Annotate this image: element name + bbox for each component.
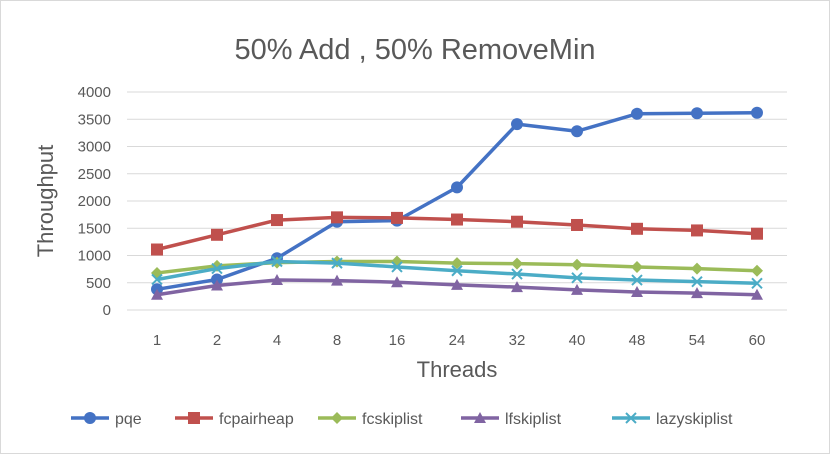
data-point	[451, 213, 463, 226]
data-point	[571, 283, 583, 295]
data-point	[451, 278, 463, 290]
data-point	[511, 281, 523, 293]
data-point	[571, 272, 583, 284]
data-point	[631, 107, 643, 120]
legend-label: lazyskiplist	[656, 411, 733, 428]
data-point	[391, 276, 403, 288]
data-point	[211, 279, 223, 291]
data-point	[391, 211, 403, 224]
data-point	[511, 215, 523, 228]
legend-item-lfskiplist: lfskiplist	[461, 411, 562, 428]
legend-item-lazyskiplist: lazyskiplist	[612, 411, 733, 428]
x-axis-title: Threads	[417, 357, 498, 382]
legend-item-fcskiplist: fcskiplist	[318, 411, 423, 428]
data-point	[271, 255, 283, 268]
data-point	[571, 218, 583, 231]
data-point	[691, 107, 703, 120]
data-point	[511, 118, 523, 131]
y-tick-label: 1500	[78, 220, 111, 237]
data-point	[511, 268, 523, 280]
data-point	[211, 262, 223, 275]
data-point	[151, 273, 163, 286]
y-tick-label: 3500	[78, 111, 111, 128]
x-tick-label: 4	[273, 332, 281, 349]
y-tick-label: 1000	[78, 248, 111, 265]
x-tick-label: 2	[213, 332, 221, 349]
y-tick-label: 4000	[78, 84, 111, 101]
data-point	[691, 224, 703, 237]
legend: pqe fcpairheap fcskiplist lfskiplist lazyski…	[71, 411, 733, 428]
legend-label: fcskiplist	[362, 411, 423, 428]
y-tick-label: 2500	[78, 166, 111, 183]
x-tick-label: 54	[689, 332, 706, 349]
data-point	[691, 262, 703, 275]
data-point	[625, 412, 637, 424]
x-tick-label: 60	[749, 332, 766, 349]
data-point	[751, 277, 763, 290]
chart-title: 50% Add , 50% RemoveMin	[234, 34, 595, 66]
data-point	[451, 265, 463, 277]
data-point	[84, 412, 96, 424]
series-lazyskiplist	[151, 255, 763, 290]
x-tick-label: 32	[509, 332, 526, 349]
data-point	[331, 211, 343, 224]
data-point	[331, 257, 343, 269]
x-tick-label: 1	[153, 332, 161, 349]
x-axis-ticks: 1 2 4 8 16 24 32 40 48 54 60	[153, 332, 766, 349]
y-tick-label: 500	[86, 275, 111, 292]
y-axis-ticks: 0 500 1000 1500 2000 2500 3000 3500 4000	[78, 84, 111, 319]
data-point	[151, 243, 163, 256]
data-point	[474, 412, 486, 423]
data-point	[631, 260, 643, 273]
y-axis-title: Throughput	[33, 145, 58, 258]
data-point	[751, 227, 763, 240]
data-point	[751, 288, 763, 300]
data-point	[751, 264, 763, 277]
data-point	[271, 214, 283, 227]
data-point	[271, 274, 283, 286]
data-point	[691, 287, 703, 299]
data-point	[391, 261, 403, 273]
data-point	[571, 125, 583, 138]
data-point	[571, 258, 583, 271]
legend-label: lfskiplist	[505, 411, 562, 428]
data-point	[691, 275, 703, 288]
y-tick-label: 0	[103, 302, 111, 319]
series-fcpairheap	[151, 211, 763, 256]
data-point	[331, 412, 343, 424]
data-point	[631, 222, 643, 235]
y-tick-label: 2000	[78, 193, 111, 210]
legend-label: pqe	[115, 411, 142, 428]
legend-label: fcpairheap	[219, 411, 294, 428]
data-point	[211, 228, 223, 241]
x-tick-label: 24	[449, 332, 466, 349]
data-point	[751, 106, 763, 119]
data-point	[451, 257, 463, 270]
legend-item-pqe: pqe	[71, 411, 142, 428]
data-point	[331, 274, 343, 286]
legend-item-fcpairheap: fcpairheap	[175, 411, 294, 428]
data-point	[151, 288, 163, 300]
data-point	[511, 257, 523, 270]
x-tick-label: 16	[389, 332, 406, 349]
series-lfskiplist	[151, 274, 763, 300]
data-point	[188, 412, 200, 424]
series	[151, 106, 763, 300]
data-point	[631, 286, 643, 298]
x-tick-label: 48	[629, 332, 646, 349]
x-tick-label: 8	[333, 332, 341, 349]
data-point	[631, 274, 643, 286]
x-tick-label: 40	[569, 332, 586, 349]
data-point	[451, 181, 463, 194]
y-tick-label: 3000	[78, 139, 111, 156]
